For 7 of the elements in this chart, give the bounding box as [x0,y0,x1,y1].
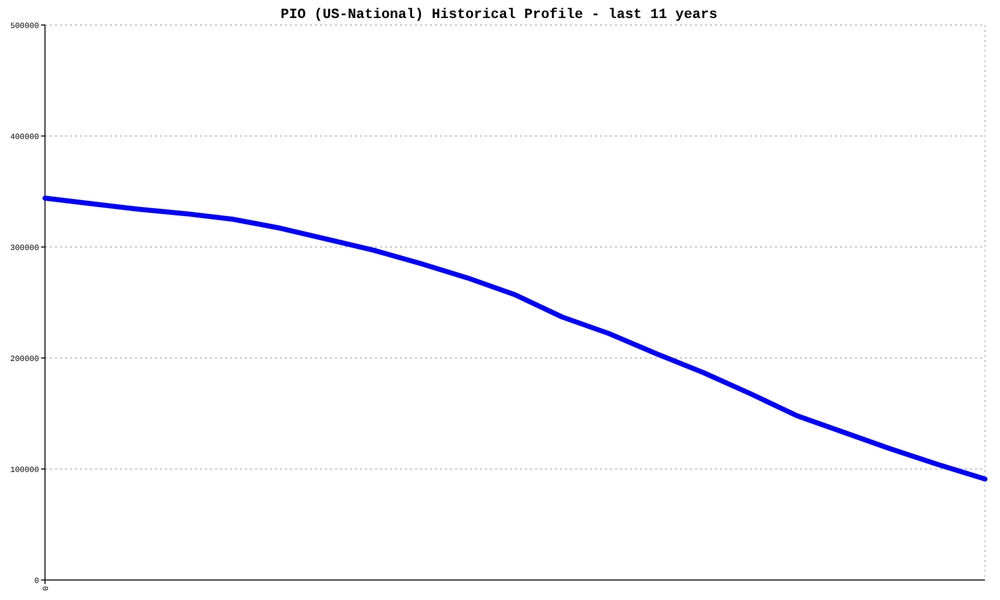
y-tick-label: 300000 [10,244,40,253]
y-tick-label: 500000 [10,22,40,31]
y-tick-label: 200000 [10,354,40,364]
y-tick-label: 100000 [10,466,40,475]
y-tick-label: 400000 [10,132,40,142]
chart-title: PIO (US-National) Historical Profile - last 11 years [280,7,718,23]
category-label: 0 [42,586,51,591]
